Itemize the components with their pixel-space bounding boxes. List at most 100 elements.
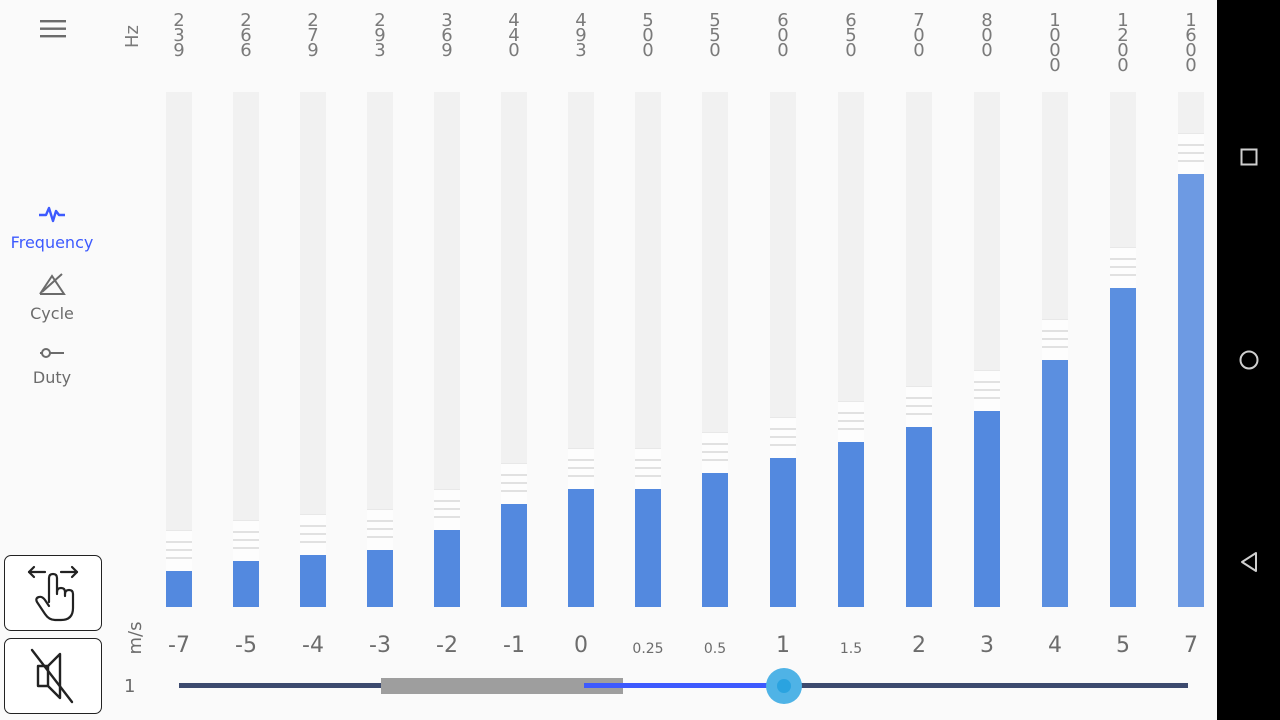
frequency-bar[interactable] — [770, 92, 796, 607]
frequency-digit: 9 — [441, 40, 453, 61]
frequency-bar[interactable] — [300, 92, 326, 607]
frequency-digit: 2 — [1117, 25, 1129, 46]
frequency-digit: 0 — [1185, 40, 1197, 61]
frequency-digit: 6 — [845, 10, 857, 31]
hamburger-menu-icon — [40, 20, 66, 38]
cycle-icon — [39, 273, 66, 295]
frequency-digit: 1 — [1117, 10, 1129, 31]
frequency-bar[interactable] — [1178, 92, 1204, 607]
frequency-bar[interactable] — [974, 92, 1000, 607]
bar-level-marker — [300, 514, 326, 555]
sidebar-item-label: Frequency — [10, 233, 94, 252]
bar-fill — [1178, 174, 1204, 607]
bar-fill — [1110, 288, 1136, 607]
frequency-digit: 5 — [709, 25, 721, 46]
sidebar-item-cycle[interactable]: Cycle — [0, 272, 104, 323]
frequency-digit: 5 — [642, 10, 654, 31]
gesture-mode-button[interactable] — [4, 555, 102, 631]
bar-level-marker — [233, 520, 259, 561]
menu-button[interactable] — [30, 12, 76, 46]
frequency-bar[interactable] — [1110, 92, 1136, 607]
speed-label: -7 — [168, 633, 190, 658]
system-navigation-bar — [1217, 0, 1280, 720]
frequency-digit: 0 — [981, 40, 993, 61]
frequency-digit: 0 — [845, 40, 857, 61]
frequency-bar[interactable] — [233, 92, 259, 607]
slider-range-highlight — [381, 678, 623, 694]
frequency-bar[interactable] — [635, 92, 661, 607]
frequency-bar[interactable] — [702, 92, 728, 607]
frequency-digit: 9 — [575, 25, 587, 46]
bar-fill — [974, 411, 1000, 607]
frequency-bar[interactable] — [166, 92, 192, 607]
frequency-digit: 2 — [173, 10, 185, 31]
frequency-digit: 8 — [981, 10, 993, 31]
frequency-digit: 6 — [1185, 25, 1197, 46]
frequency-digit: 4 — [508, 10, 520, 31]
bar-level-marker — [702, 432, 728, 473]
frequency-unit-label: Hz — [122, 25, 143, 48]
frequency-digit: 4 — [575, 10, 587, 31]
speed-label: 2 — [912, 633, 926, 658]
sidebar-item-label: Cycle — [30, 304, 74, 323]
speed-label: -5 — [235, 633, 257, 658]
bar-level-marker — [838, 401, 864, 442]
frequency-digit: 0 — [777, 40, 789, 61]
frequency-digit: 5 — [709, 10, 721, 31]
speed-label: 5 — [1116, 633, 1130, 658]
frequency-digit: 0 — [1185, 55, 1197, 76]
frequency-digit: 7 — [913, 10, 925, 31]
frequency-digit: 0 — [913, 25, 925, 46]
bar-level-marker — [1042, 319, 1068, 360]
swipe-hand-icon — [27, 565, 79, 622]
back-button[interactable] — [1217, 532, 1280, 592]
bar-level-marker — [1178, 133, 1204, 174]
recent-apps-button[interactable] — [1217, 127, 1280, 187]
mute-button[interactable] — [4, 638, 102, 714]
circle-icon — [1239, 350, 1258, 370]
frequency-digit: 2 — [240, 10, 252, 31]
bar-level-marker — [770, 417, 796, 458]
bar-level-marker — [568, 448, 594, 489]
frequency-digit: 9 — [307, 40, 319, 61]
frequency-digit: 7 — [307, 25, 319, 46]
frequency-digit: 2 — [374, 10, 386, 31]
square-icon — [1240, 148, 1257, 166]
frequency-bar[interactable] — [906, 92, 932, 607]
frequency-bar[interactable] — [501, 92, 527, 607]
bar-level-marker — [367, 509, 393, 550]
bar-fill — [906, 427, 932, 607]
waveform-icon — [39, 206, 65, 223]
slider-active-range — [584, 683, 785, 688]
frequency-digit: 2 — [307, 10, 319, 31]
sidebar-item-frequency[interactable]: Frequency — [0, 203, 104, 252]
frequency-digit: 0 — [981, 25, 993, 46]
home-button[interactable] — [1217, 330, 1280, 390]
bar-fill — [434, 530, 460, 607]
bar-level-marker — [906, 386, 932, 427]
slider-thumb[interactable] — [766, 668, 803, 704]
bar-level-marker — [635, 448, 661, 489]
bar-level-marker — [974, 370, 1000, 411]
speaker-muted-icon — [30, 648, 74, 704]
frequency-digit: 3 — [173, 25, 185, 46]
frequency-bar[interactable] — [838, 92, 864, 607]
frequency-digit: 6 — [777, 10, 789, 31]
bar-fill — [166, 571, 192, 607]
frequency-digit: 0 — [709, 40, 721, 61]
frequency-bar[interactable] — [434, 92, 460, 607]
sidebar-item-duty[interactable]: Duty — [0, 345, 104, 387]
frequency-bar[interactable] — [367, 92, 393, 607]
frequency-digit: 6 — [240, 40, 252, 61]
frequency-bar[interactable] — [1042, 92, 1068, 607]
frequency-bar[interactable] — [568, 92, 594, 607]
